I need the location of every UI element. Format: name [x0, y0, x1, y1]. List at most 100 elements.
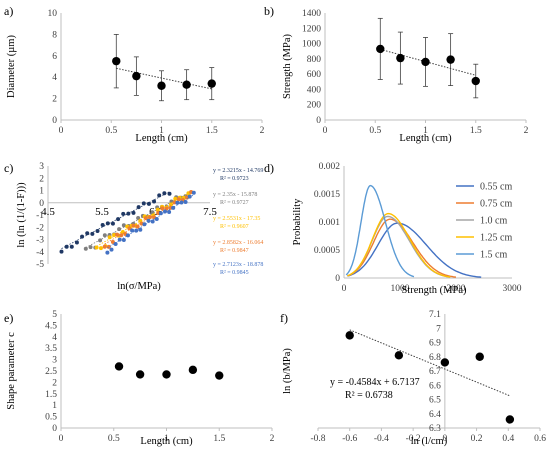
r-squared-label: R² = 0.6738 [345, 390, 393, 401]
x-axis-title: Length (cm) [399, 133, 452, 144]
legend-label: 1.25 cm [480, 233, 512, 244]
data-point [175, 200, 180, 205]
panel-label: d) [264, 161, 274, 175]
series-r-squared: R² = 0.9727 [220, 200, 249, 206]
y-tick-label: 4 [52, 333, 57, 343]
data-point [147, 215, 152, 220]
x-tick-label: -0.2 [406, 434, 421, 444]
data-point [121, 223, 126, 228]
data-point [141, 201, 146, 206]
trendline [61, 191, 170, 249]
data-point [154, 217, 159, 222]
data-point [134, 228, 139, 233]
y-tick-label: -4 [36, 248, 44, 258]
y-tick-label: 0 [52, 116, 57, 126]
data-point [157, 193, 162, 198]
y-tick-label: 1 [39, 187, 44, 197]
data-point [191, 190, 196, 195]
data-point [95, 228, 100, 233]
panel-label: e) [4, 311, 13, 325]
y-tick-label: 4.5 [45, 321, 57, 331]
y-tick-label: 0 [316, 116, 321, 126]
y-tick-label: 2.5 [45, 367, 57, 377]
trendline [85, 193, 186, 248]
data-point [109, 247, 114, 252]
legend-label: 1.5 cm [480, 250, 507, 261]
x-axis-title: Strength (MPa) [401, 285, 467, 296]
data-point [131, 223, 136, 228]
data-point [83, 246, 88, 251]
y-tick-label: -1 [36, 211, 44, 221]
data-point [121, 237, 126, 242]
data-point [421, 57, 430, 67]
data-point [446, 55, 455, 64]
data-point [64, 244, 69, 249]
y-axis-title: Shape parameter c [6, 332, 17, 410]
data-point [117, 237, 122, 242]
data-point [90, 231, 95, 236]
x-tick-label: 0 [323, 126, 328, 136]
x-tick-label: 2000 [447, 284, 466, 294]
y-tick-label: 0.001 [319, 218, 341, 228]
series-curve [347, 222, 482, 278]
x-axis-title: Length (cm) [140, 436, 193, 447]
data-point [127, 226, 132, 231]
x-tick-label: 0 [442, 434, 447, 444]
x-tick-label: 0.5 [369, 126, 381, 136]
legend-label: 0.55 cm [480, 182, 512, 193]
data-point [171, 205, 176, 210]
data-point [130, 228, 135, 233]
x-tick-label: -0.4 [374, 434, 389, 444]
data-point [121, 211, 126, 216]
x-axis-title: Length (cm) [135, 133, 188, 144]
y-tick-label: 2 [52, 378, 57, 388]
x-tick-label: 2 [524, 126, 529, 136]
data-point [59, 249, 64, 254]
data-point [376, 44, 385, 54]
x-tick-label: 0.6 [534, 434, 546, 444]
x-tick-label: 1 [164, 434, 169, 444]
y-tick-label: 400 [307, 85, 322, 95]
series-curve [347, 215, 451, 278]
legend-label: 1.0 cm [480, 216, 507, 227]
data-point [146, 218, 151, 223]
y-tick-label: 3 [39, 162, 44, 172]
trendline [116, 67, 212, 90]
x-axis-title: ln(σ/MPa) [117, 281, 161, 292]
data-point [135, 370, 145, 379]
data-point [215, 371, 224, 380]
data-point [119, 233, 124, 238]
y-tick-label: 6.7 [429, 367, 441, 377]
x-tick-label: -0.8 [310, 434, 325, 444]
y-tick-label: 800 [307, 55, 322, 65]
data-point [345, 331, 354, 340]
y-tick-label: -2 [36, 223, 44, 233]
data-point [138, 227, 143, 232]
series-curve [347, 218, 457, 278]
x-tick-label: 4.5 [41, 206, 55, 218]
x-tick-label: 0.2 [471, 434, 483, 444]
y-tick-label: -5 [36, 260, 44, 270]
data-point [150, 219, 155, 224]
data-point [160, 206, 165, 211]
data-point [107, 235, 112, 240]
data-point [94, 245, 99, 250]
x-tick-label: 0.5 [108, 434, 120, 444]
data-point [69, 244, 74, 249]
trendline [107, 194, 195, 249]
y-axis-title: Strength (MPa) [282, 33, 293, 99]
y-tick-label: 10 [48, 9, 58, 19]
data-point [168, 202, 173, 207]
x-axis-title: ln (l/cm) [411, 436, 448, 447]
panel-a: 0 0.5 1 1.5 2 0 2 4 6 8 10 Length (cm) Diameter (µm)… [4, 4, 265, 144]
data-point [475, 352, 484, 361]
y-tick-label: 200 [307, 101, 322, 111]
data-point [179, 200, 184, 205]
x-tick-label: -0.6 [342, 434, 357, 444]
data-point [85, 231, 90, 236]
data-point [142, 222, 147, 227]
y-tick-label: 6.4 [429, 410, 441, 420]
data-point [207, 79, 216, 88]
